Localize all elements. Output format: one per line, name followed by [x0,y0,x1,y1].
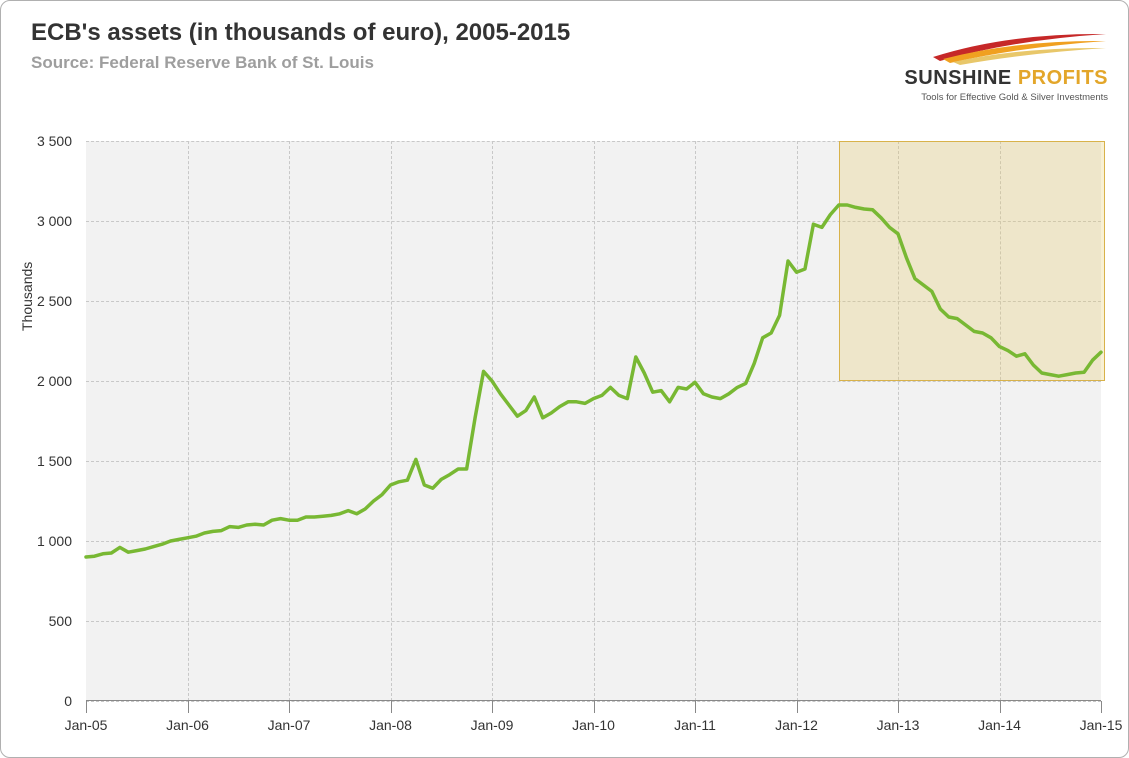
y-tick-label: 3 500 [37,133,72,149]
brand-logo: SUNSHINE PROFITS Tools for Effective Gol… [848,31,1108,103]
x-tick [1000,701,1001,713]
x-tick-label: Jan-13 [877,717,920,733]
y-axis-title: Thousands [19,262,35,331]
y-tick-label: 2 000 [37,373,72,389]
x-tick [797,701,798,713]
x-tick [188,701,189,713]
logo-swoosh-icon [928,31,1108,65]
x-tick-label: Jan-11 [674,717,716,733]
x-tick-label: Jan-06 [166,717,209,733]
chart-container: ECB's assets (in thousands of euro), 200… [0,0,1129,758]
y-tick-label: 1 500 [37,453,72,469]
x-tick [594,701,595,713]
x-axis [86,700,1101,701]
x-tick-label: Jan-10 [572,717,615,733]
logo-tagline: Tools for Effective Gold & Silver Invest… [848,92,1108,103]
y-tick-label: 2 500 [37,293,72,309]
y-tick-label: 500 [49,613,72,629]
x-tick-label: Jan-14 [978,717,1021,733]
series-line [86,205,1101,557]
y-tick-label: 1 000 [37,533,72,549]
x-tick [1101,701,1102,713]
x-tick [86,701,87,713]
x-tick [695,701,696,713]
x-tick-label: Jan-08 [369,717,412,733]
plot-area: 05001 0001 5002 0002 5003 0003 500 Jan-0… [86,141,1101,701]
x-tick-label: Jan-15 [1080,717,1123,733]
x-tick-label: Jan-05 [65,717,108,733]
x-tick [391,701,392,713]
logo-brand-text: SUNSHINE PROFITS [848,67,1108,90]
series-layer [86,141,1101,701]
y-tick-label: 0 [64,693,72,709]
x-tick-label: Jan-09 [471,717,514,733]
logo-brand-part2: PROFITS [1018,67,1108,89]
chart-subtitle: Source: Federal Reserve Bank of St. Loui… [31,53,374,73]
x-tick-label: Jan-12 [775,717,818,733]
chart-title: ECB's assets (in thousands of euro), 200… [31,19,570,47]
x-tick [492,701,493,713]
logo-brand-part1: SUNSHINE [904,67,1011,89]
x-tick [289,701,290,713]
x-tick-label: Jan-07 [268,717,311,733]
y-tick-label: 3 000 [37,213,72,229]
x-tick [898,701,899,713]
